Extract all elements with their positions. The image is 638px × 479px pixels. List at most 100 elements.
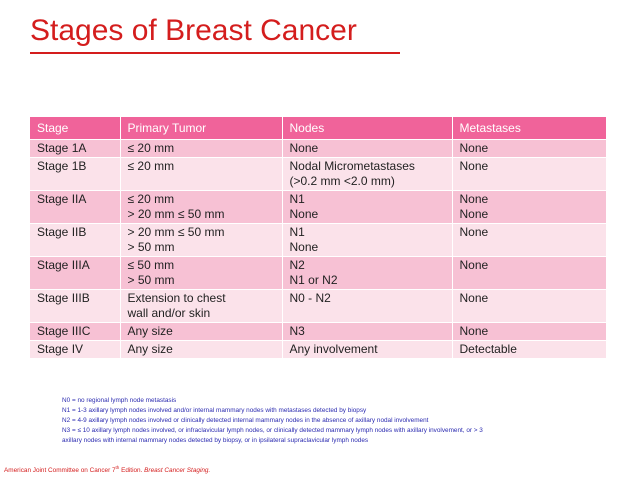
cell-nodes: N3 [282,322,453,341]
cell-line: Any size [127,342,173,356]
cell-line: Extension to chest [127,291,226,305]
cell-line: > 20 mm ≤ 50 mm [127,207,225,221]
cell-primary-tumor: ≤ 20 mm [120,139,283,158]
cell-line: N1 [289,192,305,206]
cell-line: None [289,240,319,254]
citation: American Joint Committee on Cancer 7th E… [4,465,210,474]
cell-stage: Stage IIB [30,223,121,257]
cell-primary-tumor: ≤ 50 mm > 50 mm [120,256,283,290]
cell-nodes: Nodal Micrometastases (>0.2 mm <2.0 mm) [282,157,453,191]
cell-nodes: Any involvement [282,340,453,358]
citation-superscript: th [115,465,120,470]
cell-stage: Stage IV [30,340,121,358]
header-primary-tumor: Primary Tumor [120,117,283,140]
footnote-line: N3 = ≤ 10 axillary lymph nodes involved,… [62,427,483,434]
cell-line: None [459,192,489,206]
cell-line: Stage IIIB [37,291,90,305]
cell-primary-tumor: > 20 mm ≤ 50 mm > 50 mm [120,223,283,257]
cell-stage: Stage 1A [30,139,121,158]
cell-metastases: None [452,139,606,158]
cell-line: None [459,225,489,239]
cell-line: Stage IV [37,342,84,356]
citation-title: Breast Cancer Staging. [144,467,211,475]
table-row: Stage IIIC Any size N3 None [30,322,606,341]
cell-primary-tumor: ≤ 20 mm [120,157,283,191]
table-row: Stage IIIB Extension to chest wall and/or … [30,289,606,323]
table-row: Stage IIA ≤ 20 mm > 20 mm ≤ 50 mm N1 None Non… [30,190,606,224]
table-row: Stage 1B ≤ 20 mm Nodal Micrometastases (>0.… [30,157,606,191]
cell-line: ≤ 20 mm [127,159,175,173]
cell-nodes: N1 None [282,190,453,224]
cell-line: ≤ 20 mm [127,192,175,206]
table-row: Stage IV Any size Any involvement Detectabl… [30,340,606,358]
cell-line: Stage IIIC [37,324,91,338]
citation-middle: Edition. [119,467,145,475]
cell-line: (>0.2 mm <2.0 mm) [289,174,395,188]
cell-primary-tumor: ≤ 20 mm > 20 mm ≤ 50 mm [120,190,283,224]
cell-line: Stage 1A [37,141,87,155]
cell-line: Stage IIA [37,192,87,206]
cell-line: Nodal Micrometastases [289,159,415,173]
cell-stage: Stage IIIC [30,322,121,341]
cell-line: Stage IIB [37,225,87,239]
cell-line: Stage 1B [37,159,87,173]
cell-metastases: None [452,289,606,323]
table-row: Stage 1A ≤ 20 mm None None [30,139,606,158]
cell-line: > 20 mm ≤ 50 mm [127,225,225,239]
table-header-row: Stage Primary Tumor Nodes Metastases [30,117,606,140]
cell-line: N2 [289,258,305,272]
page-title: Stages of Breast Cancer [30,14,357,47]
cell-primary-tumor: Any size [120,322,283,341]
footnote-line: N2 = 4-9 axillary lymph nodes involved o… [62,417,429,424]
cell-line: > 50 mm [127,240,175,254]
cell-line: None [289,141,319,155]
footnote-line: axillary nodes with internal mammary nod… [62,437,369,444]
cell-line: None [459,207,489,221]
cell-line: Any size [127,324,173,338]
citation-prefix: American Joint Committee on Cancer 7 [4,467,116,475]
title-underline [30,52,400,54]
cell-stage: Stage IIIA [30,256,121,290]
cell-line: None [459,141,489,155]
cell-line: None [459,291,489,305]
cell-nodes: None [282,139,453,158]
header-nodes: Nodes [282,117,453,140]
footnote-line: N1 = 1-3 axillary lymph nodes involved a… [62,407,367,414]
cell-metastases: None [452,157,606,191]
cell-line: > 50 mm [127,273,175,287]
cell-primary-tumor: Extension to chest wall and/or skin [120,289,283,323]
cell-line: N3 [289,324,305,338]
cell-line: None [459,159,489,173]
table-row: Stage IIIA ≤ 50 mm > 50 mm N2 N1 or N2 None [30,256,606,290]
cell-nodes: N2 N1 or N2 [282,256,453,290]
table-row: Stage IIB > 20 mm ≤ 50 mm > 50 mm N1 None Non… [30,223,606,257]
cell-line: None [459,258,489,272]
cell-nodes: N1 None [282,223,453,257]
cell-line: N1 or N2 [289,273,338,287]
cell-metastases: None [452,223,606,257]
cell-metastases: None [452,256,606,290]
cell-line: wall and/or skin [127,306,211,320]
cell-nodes: N0 - N2 [282,289,453,323]
cell-stage: Stage IIIB [30,289,121,323]
cell-metastases: Detectable [452,340,606,358]
cell-line: ≤ 20 mm [127,141,175,155]
cell-line: N0 - N2 [289,291,331,305]
header-metastases: Metastases [452,117,606,140]
header-stage: Stage [30,117,121,140]
cell-line: Detectable [459,342,517,356]
cell-primary-tumor: Any size [120,340,283,358]
cell-line: None [459,324,489,338]
cell-line: N1 [289,225,305,239]
cell-metastases: None [452,322,606,341]
cell-line: None [289,207,319,221]
staging-table: Stage Primary Tumor Nodes Metastases Sta… [30,117,606,358]
cell-line: Any involvement [289,342,378,356]
footnotes: N0 = no regional lymph node metastasis N1… [62,396,622,446]
footnote-line: N0 = no regional lymph node metastasis [62,397,177,404]
cell-stage: Stage 1B [30,157,121,191]
cell-metastases: None None [452,190,606,224]
cell-line: Stage IIIA [37,258,90,272]
cell-line: ≤ 50 mm [127,258,175,272]
cell-stage: Stage IIA [30,190,121,224]
